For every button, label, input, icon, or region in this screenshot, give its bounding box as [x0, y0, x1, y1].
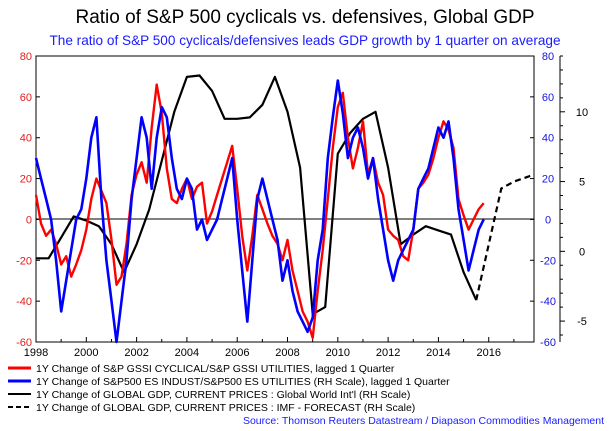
x-axis-tick-label: 2000 [74, 347, 98, 359]
right-axis-1-tick-label: -60 [540, 337, 556, 349]
left-axis-tick-label: 0 [26, 214, 32, 226]
series-lines [36, 76, 534, 343]
chart-title: Ratio of S&P 500 cyclicals vs. defensive… [75, 7, 534, 28]
right-axis-2-tick-label: 5 [579, 177, 585, 189]
right-axis-2-tick-label: -5 [577, 316, 587, 328]
legend-label-cyclical: 1Y Change of S&P GSSI CYCLICAL/S&P GSSI … [36, 363, 395, 375]
right-axis-2-tick-label: 0 [579, 246, 585, 258]
legend-label-forecast: 1Y Change of GLOBAL GDP, CURRENT PRICES … [36, 402, 415, 414]
left-axis-tick-label: -20 [16, 255, 32, 267]
source-note: Source: Thomson Reuters Datastream / Dia… [243, 415, 604, 427]
x-axis-tick-label: 1998 [24, 347, 48, 359]
chart: Ratio of S&P 500 cyclicals vs. defensive… [0, 0, 610, 431]
series-line-3 [476, 175, 534, 301]
chart-subtitle: The ratio of S&P 500 cyclicals/defensive… [49, 33, 560, 48]
x-axis-tick-label: 2016 [476, 347, 500, 359]
x-axis: 1998 2000 2002 2004 2006 2008 2010 2012 2014 2016 [24, 337, 514, 359]
x-axis-tick-label: 2004 [175, 347, 199, 359]
series-line-1 [36, 81, 484, 343]
left-axis-tick-label: -40 [16, 296, 32, 308]
right-axis-2-tick-label: 10 [576, 107, 588, 119]
left-axis-tick-label: 80 [20, 51, 32, 63]
x-axis-tick-label: 2006 [225, 347, 249, 359]
left-axis-tick-label: 20 [20, 174, 32, 186]
right-axis-1-tick-label: 60 [542, 92, 554, 104]
legend: 1Y Change of S&P GSSI CYCLICAL/S&P GSSI … [8, 363, 450, 414]
legend-label-gdp: 1Y Change of GLOBAL GDP, CURRENT PRICES … [36, 389, 410, 401]
x-axis-tick-label: 2014 [426, 347, 450, 359]
x-axis-tick-label: 2012 [376, 347, 400, 359]
x-axis-tick-label: 2002 [124, 347, 148, 359]
left-axis-tick-label: 60 [20, 92, 32, 104]
left-axis-tick-label: 40 [20, 133, 32, 145]
x-axis-tick-label: 2010 [326, 347, 350, 359]
right-axis-2: 10 5 0 -5 [560, 56, 588, 335]
right-axis-1-tick-label: -20 [540, 255, 556, 267]
legend-label-indust: 1Y Change of S&P500 ES INDUST/S&P500 ES … [36, 376, 450, 388]
right-axis-1-tick-label: 0 [545, 214, 551, 226]
x-axis-tick-label: 2008 [275, 347, 299, 359]
right-axis-1-tick-label: 80 [542, 51, 554, 63]
right-axis-1-tick-label: -40 [540, 296, 556, 308]
right-axis-1-tick-label: 20 [542, 174, 554, 186]
right-axis-1-tick-label: 40 [542, 133, 554, 145]
